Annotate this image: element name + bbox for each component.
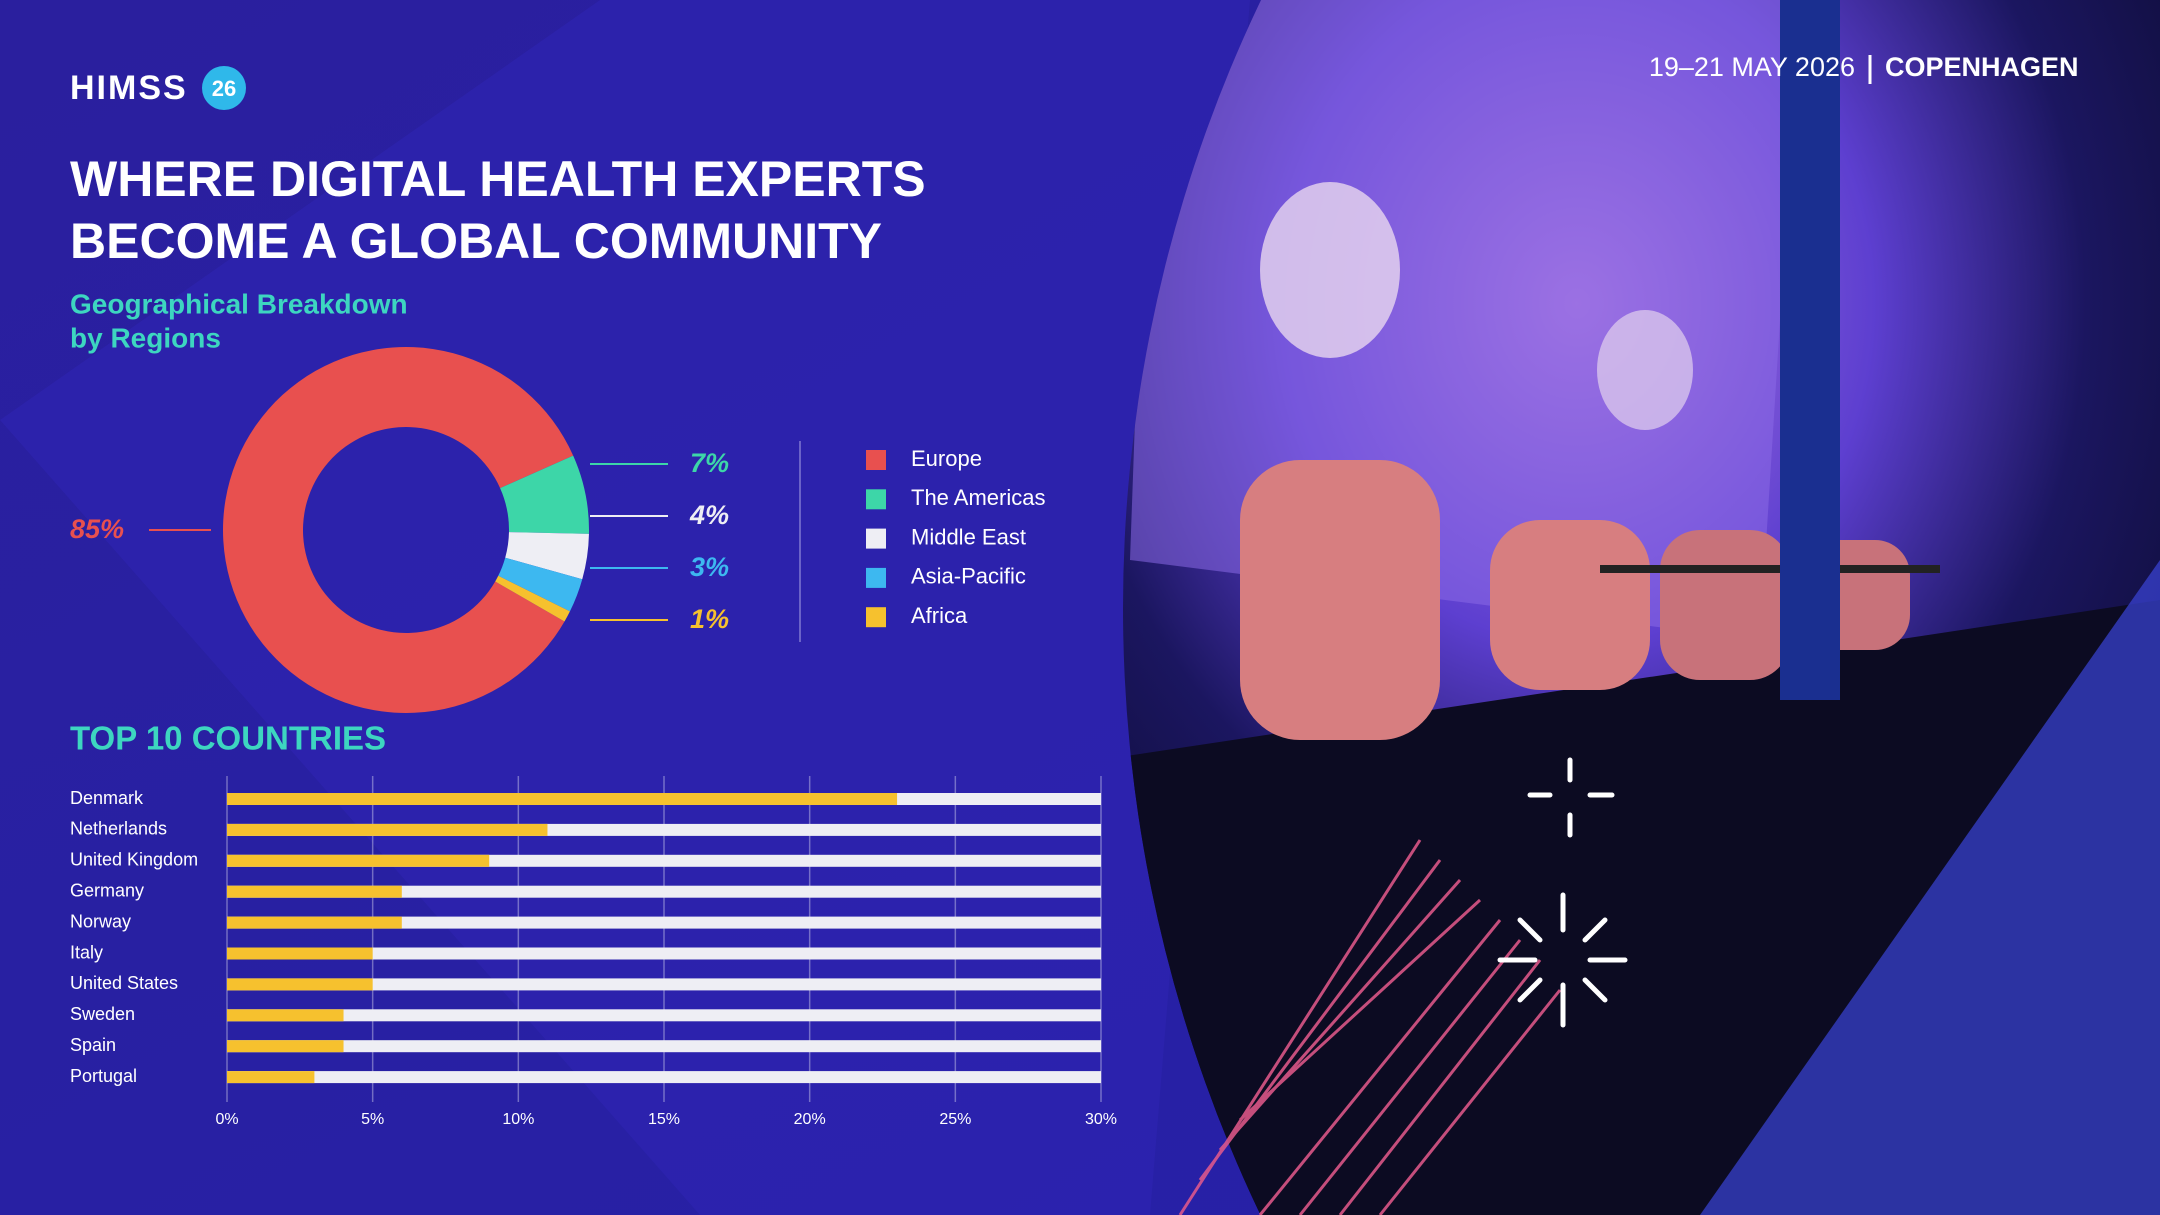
pie-slice: [222, 346, 574, 714]
bar-track: [227, 1071, 1101, 1084]
legend-label: Middle East: [911, 524, 1026, 549]
event-location: COPENHAGEN: [1885, 52, 2079, 82]
legend-swatch: [866, 567, 886, 588]
bar: [227, 978, 373, 991]
x-tick-label: 30%: [1085, 1111, 1117, 1128]
pie-slice: [498, 557, 583, 612]
bar-title: TOP 10 COUNTRIES: [70, 720, 386, 757]
y-tick-label: Denmark: [70, 788, 144, 808]
x-tick-label: 25%: [939, 1111, 971, 1128]
slice-label: 4%: [689, 500, 729, 530]
y-tick-label: Germany: [70, 880, 144, 900]
bar: [227, 1009, 344, 1022]
bar-track: [227, 1040, 1101, 1053]
headline: WHERE DIGITAL HEALTH EXPERTS: [70, 151, 926, 207]
bar-track: [227, 885, 1101, 898]
legend-swatch: [866, 607, 886, 628]
logo-edition: 26: [212, 76, 236, 101]
bar: [227, 1071, 315, 1084]
decorative-lines: [1178, 839, 1562, 1215]
pie-title: Geographical Breakdown: [70, 288, 408, 319]
y-tick-label: Spain: [70, 1035, 116, 1055]
legend-swatch: [866, 489, 886, 510]
bar-track: [227, 978, 1101, 991]
legend-label: Europe: [911, 446, 982, 471]
logo: HIMSS: [70, 69, 188, 107]
bar-track: [227, 916, 1101, 929]
legend-swatch: [866, 528, 886, 549]
logo-badge: [202, 66, 246, 110]
pie-slice: [500, 455, 589, 534]
legend-swatch: [866, 450, 886, 470]
y-tick-label: United States: [70, 973, 178, 993]
x-tick-label: 10%: [502, 1111, 534, 1128]
x-tick-label: 20%: [794, 1111, 826, 1128]
event-date: 19–21 MAY 2026: [1649, 52, 1855, 82]
slice-label: 3%: [690, 552, 729, 582]
bar-track: [227, 1009, 1101, 1022]
bar: [227, 885, 402, 898]
bar: [227, 916, 402, 929]
event-photo: [1123, 0, 2160, 1215]
y-tick-label: Norway: [70, 911, 131, 931]
sparkle: [1497, 757, 1628, 1028]
y-tick-label: Netherlands: [70, 819, 167, 839]
y-tick-label: United Kingdom: [70, 850, 198, 870]
slice-label: 85%: [70, 514, 124, 544]
bar: [227, 823, 548, 836]
legend-label: Asia-Pacific: [911, 564, 1026, 589]
legend-label: The Americas: [911, 485, 1046, 510]
bar: [227, 1040, 344, 1053]
y-tick-label: Italy: [70, 942, 103, 962]
headline: BECOME A GLOBAL COMMUNITY: [70, 213, 882, 269]
pie-slice: [495, 575, 570, 622]
bar-track: [227, 947, 1101, 960]
x-tick-label: 5%: [361, 1111, 384, 1128]
y-tick-label: Sweden: [70, 1004, 135, 1024]
pie-title: by Regions: [70, 322, 221, 353]
bar: [227, 854, 490, 867]
pie-slice: [505, 532, 589, 580]
bar: [227, 793, 898, 805]
slice-label: 7%: [690, 448, 729, 478]
background-stripe: [0, 0, 1250, 1215]
bar: [227, 947, 373, 960]
slice-label: 1%: [690, 604, 729, 634]
legend-label: Africa: [911, 603, 968, 628]
y-tick-label: Portugal: [70, 1066, 137, 1086]
x-tick-label: 0%: [215, 1111, 238, 1128]
x-tick-label: 15%: [648, 1111, 680, 1128]
